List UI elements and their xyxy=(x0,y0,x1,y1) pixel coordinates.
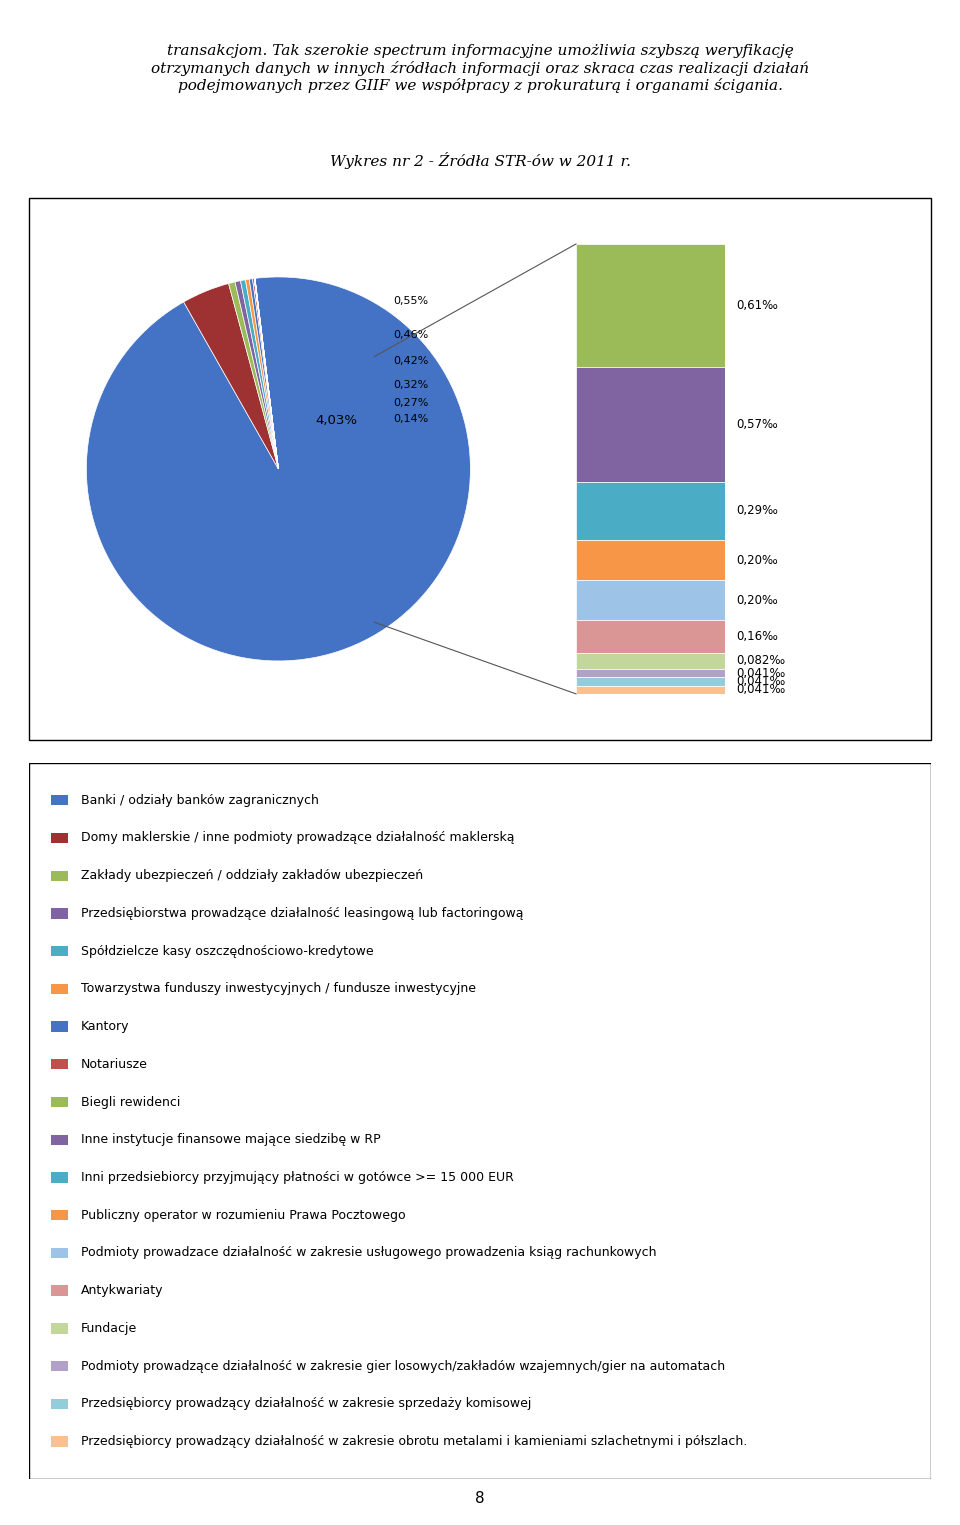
Wedge shape xyxy=(254,279,278,470)
Bar xyxy=(576,653,725,669)
Text: 0,57‰: 0,57‰ xyxy=(736,418,779,430)
Bar xyxy=(576,580,725,621)
Text: Inni przedsiebiorcy przyjmujący płatności w gotówce >= 15 000 EUR: Inni przedsiebiorcy przyjmujący płatnośc… xyxy=(82,1171,514,1183)
Wedge shape xyxy=(246,279,278,470)
Text: 0,29‰: 0,29‰ xyxy=(736,505,779,517)
FancyBboxPatch shape xyxy=(52,871,67,881)
FancyBboxPatch shape xyxy=(52,1437,67,1447)
FancyBboxPatch shape xyxy=(52,984,67,994)
Wedge shape xyxy=(254,279,278,470)
Bar xyxy=(576,686,725,694)
Text: 0,20‰: 0,20‰ xyxy=(736,554,779,566)
Bar xyxy=(576,368,725,482)
Text: Antykwariaty: Antykwariaty xyxy=(82,1284,163,1298)
Wedge shape xyxy=(255,279,278,470)
FancyBboxPatch shape xyxy=(52,1060,67,1069)
Wedge shape xyxy=(255,279,278,470)
Wedge shape xyxy=(254,279,278,470)
Text: 0,32%: 0,32% xyxy=(394,380,429,390)
Bar xyxy=(576,540,725,580)
Text: 0,42%: 0,42% xyxy=(394,355,429,366)
Text: Wykres nr 2 - Źródła STR-ów w 2011 r.: Wykres nr 2 - Źródła STR-ów w 2011 r. xyxy=(329,151,631,169)
Bar xyxy=(576,677,725,686)
FancyBboxPatch shape xyxy=(52,833,67,843)
FancyBboxPatch shape xyxy=(52,1209,67,1220)
Text: 0,61‰: 0,61‰ xyxy=(736,299,779,313)
FancyBboxPatch shape xyxy=(52,1286,67,1296)
Text: Podmioty prowadzace działalność w zakresie usługowego prowadzenia ksiąg rachunko: Podmioty prowadzace działalność w zakres… xyxy=(82,1246,657,1260)
Text: Kantory: Kantory xyxy=(82,1020,130,1032)
Text: Domy maklerskie / inne podmioty prowadzące działalność maklerską: Domy maklerskie / inne podmioty prowadzą… xyxy=(82,831,515,845)
Text: 0,041‰: 0,041‰ xyxy=(736,683,786,697)
Text: 0,041‰: 0,041‰ xyxy=(736,666,786,680)
Wedge shape xyxy=(240,279,278,470)
Wedge shape xyxy=(228,282,278,470)
Text: Przedsiębiorcy prowadzący działalność w zakresie obrotu metalami i kamieniami sz: Przedsiębiorcy prowadzący działalność w … xyxy=(82,1435,748,1449)
Text: Inne instytucje finansowe mające siedzibę w RP: Inne instytucje finansowe mające siedzib… xyxy=(82,1133,381,1147)
Text: 0,27%: 0,27% xyxy=(394,398,429,407)
FancyBboxPatch shape xyxy=(52,909,67,918)
FancyBboxPatch shape xyxy=(52,1135,67,1145)
Bar xyxy=(576,669,725,677)
Wedge shape xyxy=(183,284,278,470)
Text: 0,16‰: 0,16‰ xyxy=(736,630,779,644)
Text: 0,14%: 0,14% xyxy=(394,413,429,424)
FancyBboxPatch shape xyxy=(52,1324,67,1333)
Wedge shape xyxy=(254,279,278,470)
Text: Towarzystwa funduszy inwestycyjnych / fundusze inwestycyjne: Towarzystwa funduszy inwestycyjnych / fu… xyxy=(82,982,476,996)
Text: Przedsiębiorstwa prowadzące działalność leasingową lub factoringową: Przedsiębiorstwa prowadzące działalność … xyxy=(82,907,523,920)
FancyBboxPatch shape xyxy=(52,1398,67,1409)
Text: Zakłady ubezpieczeń / oddziały zakładów ubezpieczeń: Zakłady ubezpieczeń / oddziały zakładów … xyxy=(82,869,423,881)
FancyBboxPatch shape xyxy=(52,1360,67,1371)
FancyBboxPatch shape xyxy=(52,1247,67,1258)
Text: 0,082‰: 0,082‰ xyxy=(736,654,786,668)
Wedge shape xyxy=(235,281,278,470)
Wedge shape xyxy=(254,279,278,470)
Wedge shape xyxy=(86,278,470,660)
Text: Przedsiębiorcy prowadzący działalność w zakresie sprzedaży komisowej: Przedsiębiorcy prowadzący działalność w … xyxy=(82,1397,532,1411)
Text: Biegli rewidenci: Biegli rewidenci xyxy=(82,1095,180,1109)
Bar xyxy=(576,244,725,368)
Text: 4,03%: 4,03% xyxy=(315,415,357,427)
Text: Podmioty prowadzące działalność w zakresie gier losowych/zakładów wzajemnych/gie: Podmioty prowadzące działalność w zakres… xyxy=(82,1360,725,1372)
Text: 0,55%: 0,55% xyxy=(394,296,429,307)
Text: 0,46%: 0,46% xyxy=(394,329,429,340)
Text: Fundacje: Fundacje xyxy=(82,1322,137,1334)
Text: Publiczny operator w rozumieniu Prawa Pocztowego: Publiczny operator w rozumieniu Prawa Po… xyxy=(82,1209,406,1222)
Wedge shape xyxy=(254,279,278,470)
Text: 8: 8 xyxy=(475,1491,485,1505)
FancyBboxPatch shape xyxy=(52,946,67,956)
Text: 0,20‰: 0,20‰ xyxy=(736,593,779,607)
Bar xyxy=(576,621,725,653)
Wedge shape xyxy=(254,279,278,470)
Text: Spółdzielcze kasy oszczędnościowo-kredytowe: Spółdzielcze kasy oszczędnościowo-kredyt… xyxy=(82,944,373,958)
FancyBboxPatch shape xyxy=(52,795,67,805)
Wedge shape xyxy=(250,279,278,470)
FancyBboxPatch shape xyxy=(52,1022,67,1032)
FancyBboxPatch shape xyxy=(52,1173,67,1182)
Text: Notariusze: Notariusze xyxy=(82,1058,148,1071)
FancyBboxPatch shape xyxy=(52,1096,67,1107)
Text: 0,041‰: 0,041‰ xyxy=(736,676,786,688)
Text: transakcjom. Tak szerokie spectrum informacyjne umożliwia szybszą weryfikację
ot: transakcjom. Tak szerokie spectrum infor… xyxy=(151,44,809,93)
Text: Banki / odziały banków zagranicznych: Banki / odziały banków zagranicznych xyxy=(82,793,319,807)
Wedge shape xyxy=(252,279,278,470)
Wedge shape xyxy=(254,279,278,470)
Bar xyxy=(576,482,725,540)
